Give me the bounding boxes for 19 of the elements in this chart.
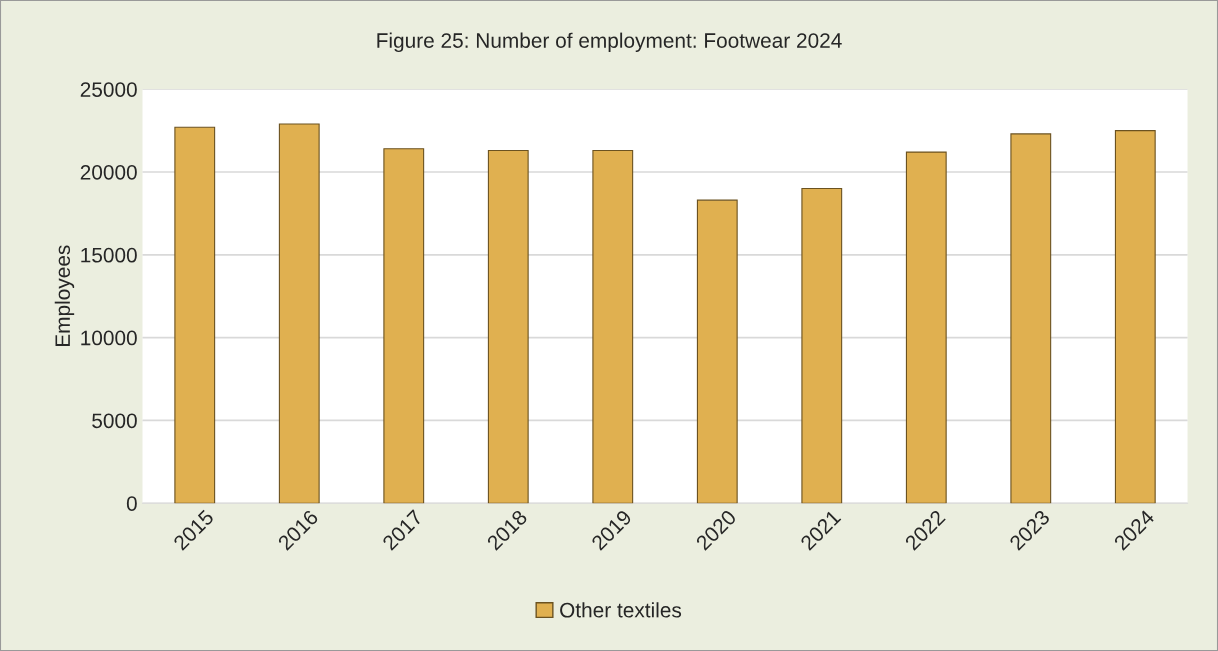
bar [696,199,738,504]
bar [801,188,843,504]
y-tick-label: 10000 [81,330,137,346]
bar [383,148,425,504]
y-tick-label: 25000 [80,82,137,97]
y-axis-title: Employees [54,245,75,347]
bar [905,151,947,504]
y-tick-label: 15000 [81,247,137,263]
y-tick-label: 20000 [80,165,137,180]
chart-title: Figure 25: Number of employment: Footwear 2024 [377,32,842,53]
bar [278,123,320,504]
legend-label: Other textiles [560,602,682,618]
bar [1010,133,1052,504]
y-tick-label: 5000 [92,413,137,429]
bar [592,149,634,504]
bar [1114,130,1156,504]
y-tick-label: 0 [126,496,137,511]
bar [174,126,216,504]
bar [487,149,529,504]
